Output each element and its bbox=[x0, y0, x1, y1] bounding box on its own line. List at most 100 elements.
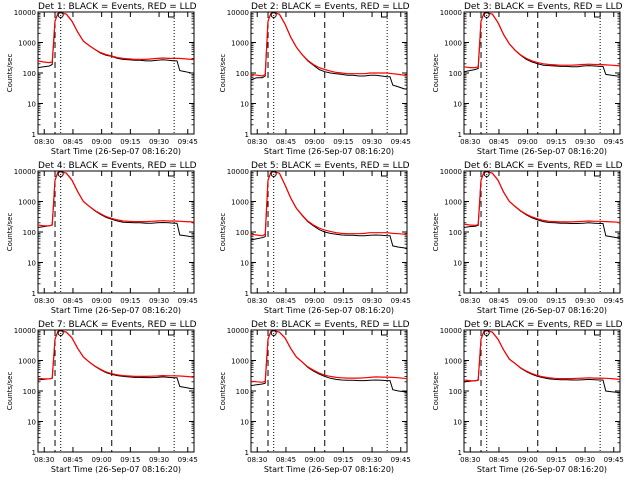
y-tick-label: 1000 bbox=[18, 199, 36, 207]
x-tick-label: 09:45 bbox=[604, 456, 624, 464]
panel-title: Det 3: BLACK = Events, RED = LLD bbox=[464, 2, 623, 12]
y-tick-label: 1000 bbox=[231, 199, 249, 207]
x-axis-label: Start Time (26-Sep-07 08:16:20) bbox=[264, 465, 394, 474]
panel-title: Det 8: BLACK = Events, RED = LLD bbox=[251, 320, 410, 330]
state-marker bbox=[593, 171, 601, 177]
y-tick-label: 100 bbox=[23, 70, 36, 78]
y-tick-label: 1 bbox=[32, 290, 36, 298]
y-tick-label: 100 bbox=[236, 70, 249, 78]
events-series-line bbox=[37, 171, 194, 238]
x-tick-label: 08:45 bbox=[489, 456, 509, 464]
detector-panel: Det 1: BLACK = Events, RED = LLD 1 10 100 10… bbox=[6, 2, 198, 156]
detector-panel: Det 7: BLACK = Events, RED = LLD 1 10 100 10… bbox=[6, 320, 198, 474]
y-tick-label: 100 bbox=[23, 229, 36, 237]
y-tick-label: 10 bbox=[27, 101, 36, 109]
y-tick-label: 10 bbox=[27, 419, 36, 427]
panel-title: Det 6: BLACK = Events, RED = LLD bbox=[464, 161, 623, 171]
x-tick-label: 08:45 bbox=[63, 456, 83, 464]
y-tick-label: 1 bbox=[245, 449, 249, 457]
y-axis-label: Counts/sec bbox=[219, 213, 227, 252]
y-tick-label: 10 bbox=[453, 260, 462, 268]
events-series-line bbox=[250, 330, 407, 393]
y-tick-label: 10000 bbox=[14, 168, 36, 176]
y-tick-label: 1000 bbox=[18, 40, 36, 48]
lld-series-line bbox=[463, 12, 621, 69]
events-series-line bbox=[463, 12, 620, 77]
y-axis-label: Counts/sec bbox=[6, 372, 14, 411]
y-tick-label: 1 bbox=[245, 290, 249, 298]
y-tick-label: 10 bbox=[27, 260, 36, 268]
state-marker bbox=[167, 12, 175, 18]
x-axis-label: Start Time (26-Sep-07 08:16:20) bbox=[51, 147, 181, 156]
x-tick-label: 08:45 bbox=[63, 138, 83, 146]
y-tick-label: 1 bbox=[458, 449, 462, 457]
y-tick-label: 10000 bbox=[440, 327, 462, 335]
detector-panel: Det 2: BLACK = Events, RED = LLD 1 10 100 10… bbox=[219, 2, 411, 156]
x-tick-label: 09:30 bbox=[575, 297, 595, 305]
detector-panel: Det 5: BLACK = Events, RED = LLD 1 10 100 10… bbox=[219, 161, 411, 315]
state-marker bbox=[380, 12, 388, 18]
events-series-line bbox=[37, 330, 194, 390]
x-tick-label: 09:00 bbox=[92, 138, 112, 146]
x-tick-label: 09:15 bbox=[120, 138, 140, 146]
x-tick-label: 08:30 bbox=[34, 456, 54, 464]
x-tick-label: 09:30 bbox=[362, 456, 382, 464]
x-tick-label: 09:30 bbox=[149, 456, 169, 464]
y-tick-label: 1 bbox=[32, 131, 36, 139]
panel-title: Det 9: BLACK = Events, RED = LLD bbox=[464, 320, 623, 330]
plot-frame bbox=[463, 170, 621, 294]
state-marker bbox=[380, 171, 388, 177]
detector-panel: Det 4: BLACK = Events, RED = LLD 1 10 100 10… bbox=[6, 161, 198, 315]
panel-title: Det 7: BLACK = Events, RED = LLD bbox=[38, 320, 197, 330]
y-tick-label: 1000 bbox=[444, 358, 462, 366]
detector-panel: Det 9: BLACK = Events, RED = LLD 1 10 100 10… bbox=[432, 320, 624, 474]
x-tick-label: 09:45 bbox=[391, 138, 411, 146]
x-tick-label: 09:00 bbox=[518, 297, 538, 305]
y-tick-label: 10000 bbox=[227, 9, 249, 17]
state-marker bbox=[593, 12, 601, 18]
x-tick-label: 09:45 bbox=[178, 138, 198, 146]
panel-title: Det 2: BLACK = Events, RED = LLD bbox=[251, 2, 410, 12]
lld-series-line bbox=[37, 330, 195, 380]
y-tick-label: 1000 bbox=[231, 358, 249, 366]
x-tick-label: 09:30 bbox=[575, 456, 595, 464]
y-axis-label: Counts/sec bbox=[219, 372, 227, 411]
x-tick-label: 08:45 bbox=[489, 138, 509, 146]
x-tick-label: 08:30 bbox=[460, 138, 480, 146]
y-tick-label: 1 bbox=[458, 131, 462, 139]
state-marker bbox=[380, 330, 388, 336]
y-tick-label: 10000 bbox=[14, 9, 36, 17]
attenuator-marker bbox=[57, 171, 64, 177]
y-tick-label: 100 bbox=[449, 388, 462, 396]
detector-panel: Det 8: BLACK = Events, RED = LLD 1 10 100 10… bbox=[219, 320, 411, 474]
y-tick-label: 1 bbox=[32, 449, 36, 457]
x-tick-label: 09:45 bbox=[391, 297, 411, 305]
x-tick-label: 09:45 bbox=[391, 456, 411, 464]
x-tick-label: 09:15 bbox=[120, 456, 140, 464]
y-tick-label: 10000 bbox=[440, 9, 462, 17]
x-tick-label: 09:15 bbox=[333, 297, 353, 305]
y-axis-label: Counts/sec bbox=[432, 213, 440, 252]
x-tick-label: 09:45 bbox=[178, 297, 198, 305]
attenuator-marker bbox=[270, 171, 277, 177]
y-tick-label: 10 bbox=[453, 419, 462, 427]
x-tick-label: 09:00 bbox=[305, 297, 325, 305]
plot-frame bbox=[37, 170, 195, 294]
y-tick-label: 1 bbox=[245, 131, 249, 139]
x-tick-label: 08:30 bbox=[34, 297, 54, 305]
y-tick-label: 10 bbox=[240, 101, 249, 109]
x-tick-label: 09:15 bbox=[546, 456, 566, 464]
lld-series-line bbox=[250, 330, 408, 383]
y-tick-label: 1000 bbox=[444, 199, 462, 207]
plot-frame bbox=[463, 329, 621, 453]
attenuator-marker bbox=[483, 171, 490, 177]
x-tick-label: 09:15 bbox=[546, 138, 566, 146]
panel-title: Det 4: BLACK = Events, RED = LLD bbox=[38, 161, 197, 171]
x-axis-label: Start Time (26-Sep-07 08:16:20) bbox=[51, 465, 181, 474]
panel-title: Det 5: BLACK = Events, RED = LLD bbox=[251, 161, 410, 171]
attenuator-marker bbox=[270, 12, 277, 18]
events-series-line bbox=[463, 330, 620, 393]
x-tick-label: 08:45 bbox=[63, 297, 83, 305]
x-tick-label: 09:15 bbox=[333, 456, 353, 464]
y-axis-label: Counts/sec bbox=[6, 213, 14, 252]
